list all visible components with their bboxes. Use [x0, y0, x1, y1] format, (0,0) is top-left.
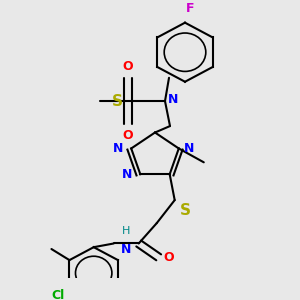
Text: N: N: [168, 93, 178, 106]
Text: H: H: [122, 226, 130, 236]
Text: S: S: [180, 203, 191, 218]
Text: O: O: [164, 251, 174, 264]
Text: F: F: [186, 2, 194, 15]
Text: O: O: [123, 129, 133, 142]
Text: Cl: Cl: [51, 289, 64, 300]
Text: S: S: [112, 94, 123, 109]
Text: N: N: [122, 168, 132, 181]
Text: N: N: [121, 243, 131, 256]
Text: O: O: [123, 60, 133, 74]
Text: N: N: [184, 142, 194, 155]
Text: N: N: [113, 142, 123, 155]
